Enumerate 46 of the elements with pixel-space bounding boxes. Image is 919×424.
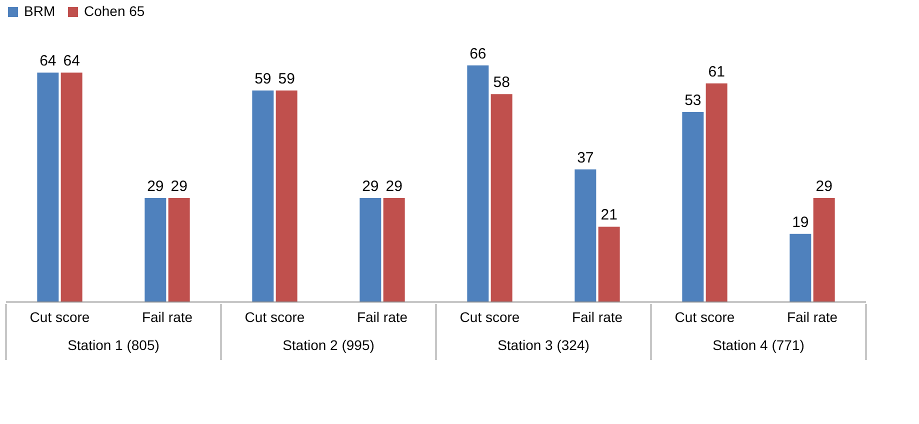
bar — [37, 72, 59, 302]
bar — [168, 198, 190, 302]
data-label: 29 — [147, 178, 164, 196]
bar — [574, 169, 596, 302]
x-tick-label: Fail rate — [572, 309, 623, 325]
data-label: 29 — [386, 178, 402, 196]
data-label: 29 — [170, 178, 188, 196]
data-label: 64 — [40, 52, 56, 70]
data-label: 58 — [493, 74, 510, 92]
bar — [490, 94, 512, 302]
bar — [467, 65, 489, 302]
data-label: 29 — [816, 178, 832, 196]
x-tick-label: Fail rate — [356, 309, 408, 325]
x-tick-label: Cut score — [674, 309, 735, 325]
data-label: 53 — [684, 92, 702, 109]
data-label: 19 — [792, 214, 809, 231]
bar — [60, 72, 82, 302]
data-label: 37 — [577, 149, 594, 166]
bar — [706, 83, 728, 302]
text: Station 2 (995) — [282, 337, 374, 353]
bar — [144, 198, 166, 302]
legend-label: Cohen 65 — [84, 3, 145, 19]
data-label: 64 — [63, 52, 80, 70]
x-tick-label: Cut score — [244, 309, 305, 325]
data-label: 66 — [470, 45, 486, 62]
legend-label: BRM — [24, 3, 56, 19]
x-tick-label: Cut score — [460, 309, 520, 325]
data-label: 29 — [362, 178, 379, 196]
x-tick-label: Fail rate — [786, 309, 838, 325]
bar — [383, 198, 405, 302]
data-label: 59 — [254, 70, 272, 88]
bar — [276, 90, 298, 302]
bar — [360, 198, 382, 302]
bar — [252, 90, 274, 302]
data-label: 61 — [708, 63, 725, 80]
bar — [790, 234, 812, 302]
bar — [682, 112, 704, 302]
text: Station 3 (324) — [498, 337, 590, 353]
bar — [813, 198, 835, 302]
text: Station 4 (771) — [712, 337, 804, 353]
x-tick-label: Cut score — [30, 309, 90, 325]
bar — [598, 226, 620, 302]
data-label: 21 — [600, 206, 618, 224]
x-tick-label: Fail rate — [142, 309, 193, 325]
text: Station 1 (805) — [68, 337, 160, 353]
data-label: 59 — [278, 70, 295, 88]
